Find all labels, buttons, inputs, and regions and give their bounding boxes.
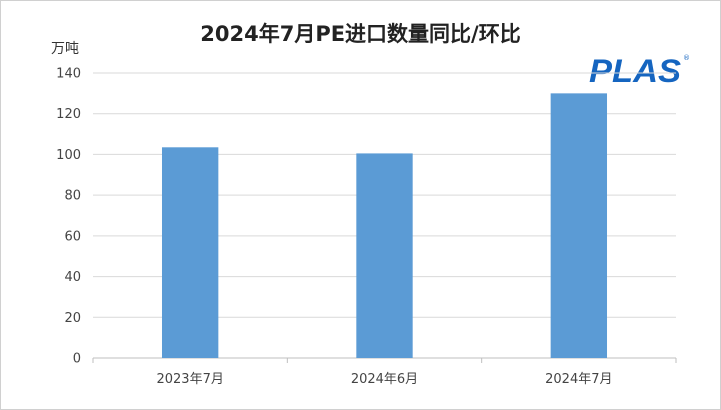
bar [161, 147, 219, 358]
x-tick-label: 2024年7月 [545, 372, 612, 387]
y-tick-label: 140 [56, 67, 81, 82]
bar [550, 93, 608, 358]
y-tick-label: 100 [56, 148, 81, 163]
plas-logo-text: PLAS [589, 53, 682, 86]
y-tick-label: 60 [64, 229, 81, 244]
y-tick-label: 40 [64, 270, 81, 285]
plas-logo: PLAS ® [589, 53, 690, 86]
x-tick-label: 2024年6月 [351, 372, 418, 387]
bar [356, 153, 413, 358]
y-tick-label: 80 [64, 189, 81, 204]
y-tick-label: 20 [64, 311, 81, 326]
y-tick-label: 120 [56, 107, 81, 122]
y-tick-label: 0 [73, 352, 81, 367]
chart-title: 2024年7月PE进口数量同比/环比 [200, 22, 521, 46]
y-axis-unit-label: 万吨 [51, 41, 79, 57]
plas-logo-registered-mark: ® [683, 54, 690, 62]
x-tick-label: 2023年7月 [156, 372, 223, 387]
